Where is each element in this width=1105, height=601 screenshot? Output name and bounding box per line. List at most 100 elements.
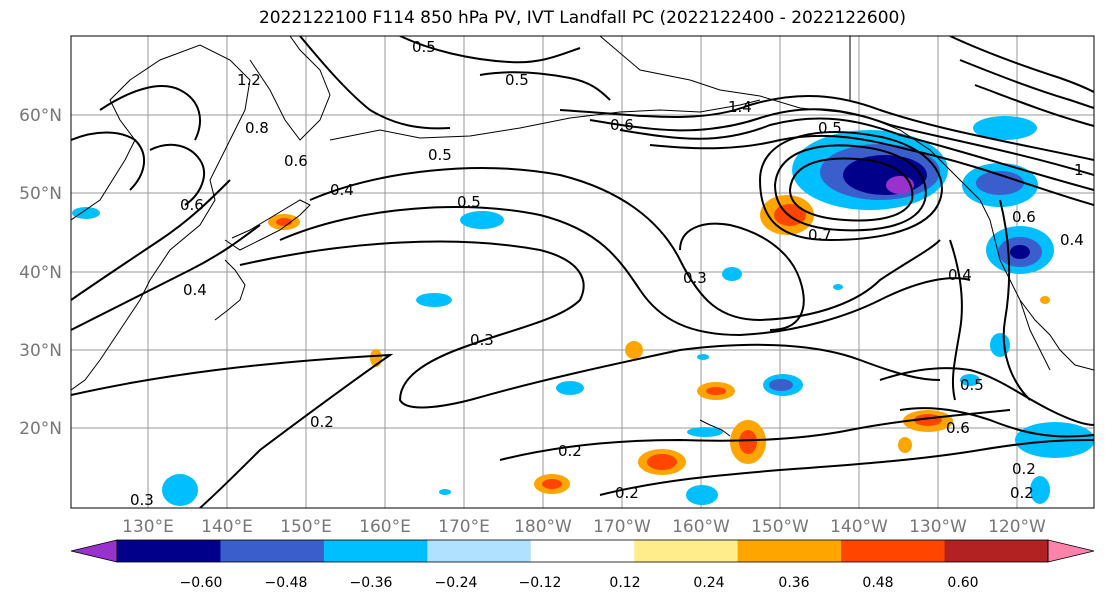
pos-patch-4i	[706, 387, 726, 395]
contour-nw-band-2	[589, 108, 1094, 176]
contour-label: 0.5	[960, 376, 984, 394]
contour-west-2	[71, 224, 261, 331]
lon-label: 160°E	[359, 517, 411, 537]
contour-label: 0.4	[1060, 231, 1084, 249]
coast-japan	[224, 199, 311, 251]
contour-label: 0.6	[284, 152, 308, 170]
neg-patch-bc-inner	[976, 171, 1024, 195]
contour-label: 0.2	[1010, 484, 1034, 502]
lon-label: 150°W	[751, 517, 809, 537]
contour-gulf-ring-1	[758, 131, 943, 242]
lon-label: 140°E	[201, 517, 253, 537]
contour-label: 1	[1074, 161, 1084, 179]
contour-label: 0.4	[948, 266, 972, 284]
contour-labels: 0.5 0.5 0.5 0.5 0.5 0.6 0.6 0.6 0.7 0.4 …	[130, 38, 1084, 509]
neg-patch-wpac-15	[439, 489, 451, 495]
neg-patch-gulf-alaska-core	[843, 155, 927, 195]
contour-label: 0.6	[1012, 208, 1036, 226]
contour-label: 0.5	[818, 119, 842, 137]
colorbar-segment	[323, 540, 428, 562]
colorbar-segment	[220, 540, 325, 562]
pos-patch-japan-inner	[276, 218, 292, 226]
contours	[71, 36, 1094, 508]
colorbar-tick-label: 0.60	[947, 575, 978, 591]
colorbar-frame	[116, 539, 1049, 563]
contour-0.5-east	[879, 367, 1094, 426]
neg-patch-wpac-2	[460, 211, 504, 229]
contour-label: 0.5	[428, 146, 452, 164]
coast-hawaii	[699, 419, 731, 437]
contour-label: 0.7	[808, 226, 832, 244]
colorbar-segment	[841, 540, 946, 562]
lon-label: 120°W	[988, 517, 1046, 537]
contour-0.2-south	[71, 353, 394, 508]
lon-label: 180°W	[514, 517, 572, 537]
contour-gulf-ring-2	[773, 144, 927, 232]
lon-label: 160°W	[672, 517, 730, 537]
colorbar-tick-label: −0.24	[435, 575, 478, 591]
colorbar-tick-label: 0.48	[862, 575, 893, 591]
lat-label: 30°N	[19, 341, 62, 361]
pos-patch-6i	[647, 454, 677, 470]
neg-patch-wpac-6i	[769, 379, 793, 391]
contour-label: 0.3	[130, 491, 154, 509]
colorbar-segment	[634, 540, 739, 562]
contour-0.2-south-2	[499, 409, 1011, 461]
contour-label: 0.3	[683, 269, 707, 287]
neg-patch-wpac-16	[833, 284, 843, 290]
contour-top-1	[299, 36, 451, 130]
coast-asia	[71, 44, 251, 391]
contour-west-4	[149, 143, 205, 206]
coast-japan-2	[214, 259, 246, 321]
contour-label: 0.8	[245, 119, 269, 137]
lat-label: 40°N	[19, 263, 62, 283]
neg-patch-gulf-alaska-min	[886, 176, 914, 194]
colorbar-segment	[117, 540, 221, 562]
contour-0.3-central	[239, 240, 941, 409]
neg-patch-wpac-9	[162, 474, 198, 506]
contour-top-3	[479, 71, 611, 101]
contour-label: 0.5	[412, 38, 436, 56]
lon-label: 130°E	[122, 517, 174, 537]
colorbar-segment	[530, 540, 635, 562]
neg-patch-wpac-13	[960, 374, 980, 386]
contour-nw-band-3	[619, 117, 1094, 191]
colorbar-extend-min	[70, 539, 118, 563]
colorbar-tick-label: −0.36	[350, 575, 393, 591]
neg-patch-nw	[973, 116, 1037, 140]
lat-label: 50°N	[19, 184, 62, 204]
colorbar-tick-label: −0.60	[180, 575, 223, 591]
contour-0.3-lobe	[679, 222, 805, 331]
colorbar-segment	[427, 540, 532, 562]
neg-patch-wpac-4	[722, 267, 742, 281]
lon-label: 170°W	[593, 517, 651, 537]
contour-label: 0.5	[457, 193, 481, 211]
lon-label: 170°E	[438, 517, 490, 537]
contour-label: 0.3	[470, 331, 494, 349]
colorbar-tick-label: −0.12	[519, 575, 562, 591]
neg-patch-ca-core	[1010, 245, 1030, 259]
pos-patch-9	[898, 437, 912, 453]
contour-ne-corner-3	[974, 84, 1094, 127]
colorbar-tick-labels: −0.60 −0.48 −0.36 −0.24 −0.12 0.12 0.24 …	[180, 575, 979, 591]
contour-label: 0.6	[180, 196, 204, 214]
contour-label: 0.2	[310, 413, 334, 431]
colorbar-tick-label: 0.12	[609, 575, 640, 591]
lat-label: 20°N	[19, 419, 62, 439]
pos-patch-2	[625, 341, 643, 359]
contour-east-vertical-2	[999, 199, 1031, 401]
pos-patch-10	[1040, 296, 1050, 304]
neg-patch-wpac-10	[686, 485, 718, 505]
contour-label: 1.2	[237, 71, 261, 89]
map-frame	[70, 35, 1095, 509]
contour-label: 0.6	[610, 116, 634, 134]
shaded-patches	[72, 116, 1094, 506]
neg-patch-wpac-3	[416, 293, 452, 307]
neg-patch-wpac-11	[687, 427, 723, 437]
pos-patch-7i	[542, 479, 562, 489]
contour-0.4-central	[279, 206, 971, 337]
lon-label: 150°E	[280, 517, 332, 537]
contour-label: 0.4	[330, 181, 354, 199]
contour-label: 0.2	[615, 484, 639, 502]
neg-patch-wpac-1	[72, 207, 100, 219]
